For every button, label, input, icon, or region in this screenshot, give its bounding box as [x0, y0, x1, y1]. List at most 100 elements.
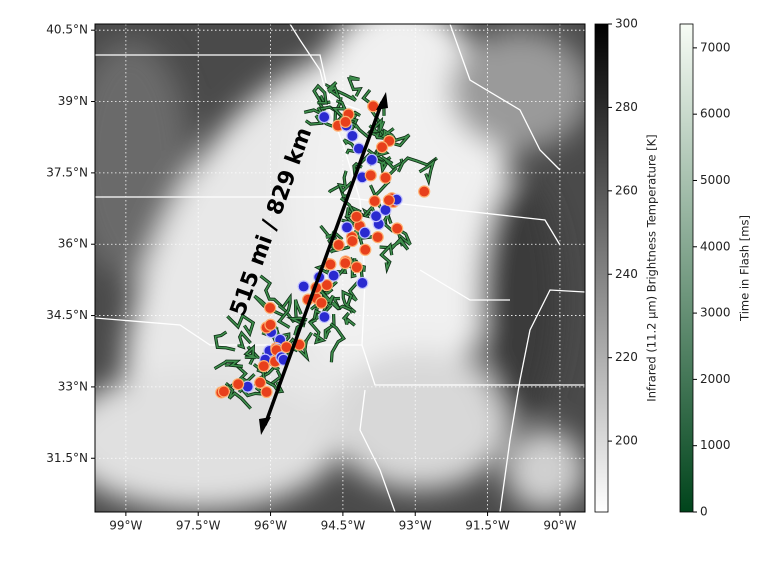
- flash-origin-positive: [375, 141, 389, 154]
- flash-channel: [253, 363, 276, 387]
- colorbar-tick-label: 2000: [700, 372, 731, 386]
- arrow-head: [376, 92, 388, 110]
- colorbar-tick-label: 3000: [700, 306, 731, 320]
- flash-channel: [313, 84, 327, 104]
- flash-channel: [238, 331, 252, 349]
- colorbar-tick-label: 5000: [700, 173, 731, 187]
- flash-channel: [289, 317, 308, 336]
- state-border: [361, 344, 585, 386]
- lightning-flashes: [213, 75, 438, 410]
- flash-channel: [342, 290, 356, 314]
- colorbar-tick-label: 0: [700, 505, 708, 519]
- colorbar: [679, 23, 694, 513]
- colorbar-tick-label: 220: [615, 350, 638, 364]
- flash-channel: [304, 106, 325, 117]
- state-border: [449, 24, 561, 171]
- lat-tick-label: 33°N: [58, 379, 88, 393]
- flash-channel: [305, 114, 333, 127]
- flash-origin-negative: [318, 110, 331, 124]
- flash-origin-positive: [367, 100, 380, 113]
- flash-origin-positive: [350, 210, 363, 223]
- cloud: [450, 30, 585, 150]
- flash-origin-positive: [260, 385, 273, 399]
- flash-channel: [376, 156, 392, 173]
- satellite-image: [95, 24, 585, 512]
- state-border: [359, 389, 396, 512]
- flash-channel: [348, 76, 362, 97]
- flash-channel: [327, 81, 341, 99]
- borders: [95, 24, 585, 512]
- colorbar-tick-label: 260: [615, 183, 638, 197]
- lat-tick-label: 34.5°N: [46, 308, 88, 322]
- flash-origin-positive: [391, 222, 404, 235]
- flash-origin-positive: [346, 234, 359, 248]
- flash-origin-negative: [365, 153, 378, 166]
- flash-channel: [419, 160, 435, 184]
- flash-channel: [214, 331, 236, 351]
- state-border: [419, 269, 510, 301]
- colorbar-tick-label: 200: [615, 434, 638, 448]
- colorbar-tick-label: 300: [615, 17, 638, 31]
- flash-origin-positive: [359, 243, 372, 256]
- lon-tick-label: 91.5°W: [465, 519, 510, 533]
- flash-origin-positive: [315, 296, 328, 309]
- flash-channel: [368, 118, 385, 133]
- flash-channel: [380, 243, 393, 272]
- cloud: [95, 370, 340, 510]
- lat-tick-label: 37.5°N: [46, 165, 88, 179]
- lat-tick-label: 39°N: [58, 94, 88, 108]
- flash-origin-positive: [217, 385, 231, 398]
- flash-origin-negative: [356, 276, 369, 290]
- state-border: [289, 24, 361, 201]
- colorbar-tick-label: 280: [615, 100, 638, 114]
- flash-origin-negative: [340, 221, 354, 234]
- lon-tick-label: 93°W: [399, 519, 432, 533]
- lon-tick-label: 97.5°W: [176, 519, 221, 533]
- flash-channel: [338, 170, 353, 193]
- flash-channel: [324, 313, 335, 339]
- flash-origin-positive: [371, 231, 384, 244]
- flash-channel: [326, 84, 357, 102]
- colorbar-tick-label: 240: [615, 267, 638, 281]
- flash-origin-positive: [339, 257, 352, 270]
- flash-origin-positive: [332, 238, 345, 252]
- colorbar: [594, 23, 609, 513]
- flash-origin-positive: [264, 318, 277, 331]
- flash-channel: [320, 290, 334, 305]
- colorbar-tick-label: 4000: [700, 239, 731, 253]
- clear-sky: [480, 180, 560, 420]
- cloud: [505, 430, 585, 510]
- colorbar-tick-label: 1000: [700, 438, 731, 452]
- lat-tick-label: 31.5°N: [46, 451, 88, 465]
- lat-tick-label: 36°N: [58, 237, 88, 251]
- flash-origin-negative: [318, 310, 331, 324]
- colorbar-label: Infrared (11.2 µm) Brightness Temperatur…: [645, 134, 659, 401]
- flash-origin-negative: [297, 280, 310, 293]
- arrow-shaft: [263, 101, 384, 426]
- flash-origin-negative: [358, 226, 372, 239]
- lon-tick-label: 90°W: [543, 519, 576, 533]
- state-border: [95, 196, 561, 246]
- lon-tick-label: 94.5°W: [321, 519, 366, 533]
- flash-origin-negative: [327, 269, 340, 282]
- flash-origin-positive: [232, 378, 245, 391]
- flash-origin-positive: [382, 194, 395, 207]
- flash-origin-positive: [379, 171, 392, 184]
- flash-channel: [278, 295, 291, 329]
- lon-tick-label: 99°W: [109, 519, 142, 533]
- colorbar-label: Time in Flash [ms]: [738, 215, 752, 322]
- flash-origin-negative: [369, 210, 383, 223]
- flash-origin-negative: [346, 129, 359, 142]
- map-frame: [94, 23, 586, 513]
- colorbar-tick-label: 7000: [700, 40, 731, 54]
- flash-origin-positive: [368, 195, 381, 208]
- flash-channel: [271, 369, 284, 393]
- flash-origin-positive: [257, 360, 270, 373]
- arrow-head: [259, 417, 271, 435]
- flash-channel: [226, 385, 252, 410]
- cloud: [330, 350, 510, 490]
- flash-channel: [214, 360, 243, 370]
- flash-channel: [330, 322, 345, 363]
